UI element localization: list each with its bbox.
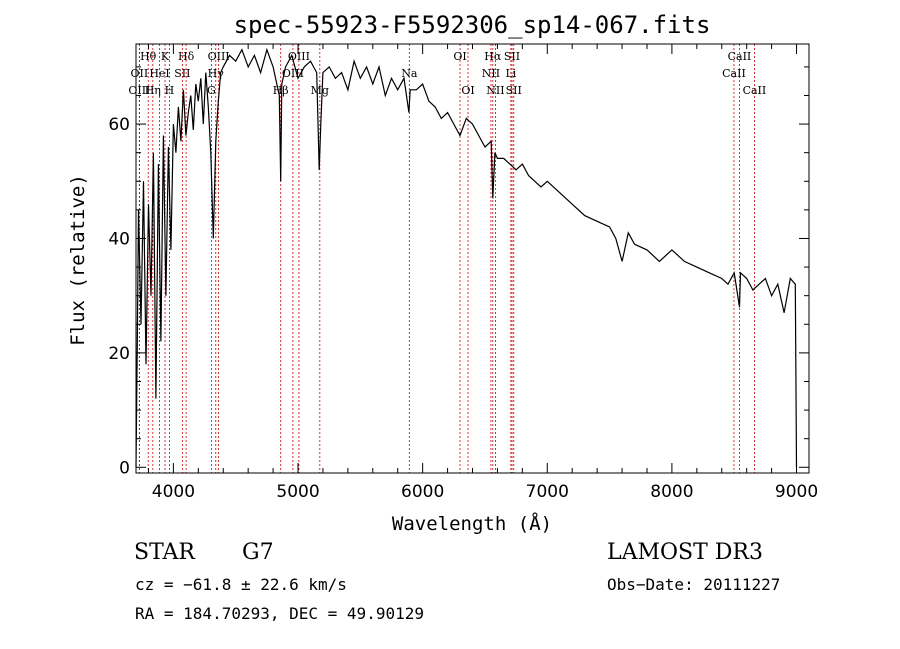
line-label-oi: OI <box>453 50 466 63</box>
y-tick-label: 0 <box>119 458 130 478</box>
line-label-hβ: Hβ <box>273 84 289 97</box>
line-label-oiii: OIII <box>208 50 230 63</box>
x-tick-label: 6000 <box>401 482 444 502</box>
line-label-na: Na <box>401 67 418 80</box>
line-label-caii: CaII <box>728 50 752 63</box>
x-tick-label: 5000 <box>276 482 319 502</box>
line-label-caii: CaII <box>743 84 767 97</box>
line-label-caii: CaII <box>722 67 746 80</box>
observation-date: Obs−Date: 20111227 <box>607 575 781 594</box>
x-axis-label: Wavelength (Å) <box>392 512 552 535</box>
line-label-oi: OI <box>461 84 474 97</box>
line-label-oiii: OIII <box>128 84 150 97</box>
y-tick-label: 60 <box>108 115 130 135</box>
spectral-subclass: G7 <box>242 540 274 565</box>
line-label-oii: OII <box>131 67 149 80</box>
x-tick-label: 8000 <box>650 482 693 502</box>
chart-title: spec-55923-F5592306_sp14-067.fits <box>234 11 711 39</box>
line-label-sii: SII <box>174 67 190 80</box>
flux-series-line <box>135 47 798 468</box>
line-label-hα: Hα <box>484 50 502 63</box>
plot-frame <box>135 43 810 474</box>
line-label-k: K <box>161 50 170 63</box>
object-class: STAR <box>134 540 195 565</box>
line-label-hη: Hη <box>145 84 161 97</box>
x-tick-label: 4000 <box>152 482 195 502</box>
line-label-hθ: Hθ <box>140 50 157 63</box>
line-label-hδ: Hδ <box>178 50 195 63</box>
y-tick-label: 20 <box>108 344 130 364</box>
y-axis-label: Flux (relative) <box>67 174 89 346</box>
line-label-mg: Mg <box>311 84 329 97</box>
axis-ticks: 4000 5000 6000 7000 8000 9000 0 20 40 60 <box>108 44 818 502</box>
spectral-line-markers <box>138 44 755 473</box>
redshift-cz: cz = −61.8 ± 22.6 km/s <box>135 575 347 594</box>
line-label-sii: SII <box>504 50 520 63</box>
line-label-h: H <box>165 84 175 97</box>
line-label-nii: NII <box>482 67 500 80</box>
x-tick-label: 9000 <box>775 482 818 502</box>
line-label-g: G <box>207 84 216 97</box>
x-tick-label: 7000 <box>526 482 569 502</box>
ra-dec-coordinates: RA = 184.70293, DEC = 49.90129 <box>135 604 424 623</box>
y-tick-label: 40 <box>108 229 130 249</box>
line-label-li: Li <box>505 67 516 80</box>
survey-name: LAMOST DR3 <box>607 540 763 565</box>
line-label-sii: SII <box>506 84 522 97</box>
line-label-hei: HeI <box>149 67 169 80</box>
line-label-nii: NII <box>486 84 504 97</box>
